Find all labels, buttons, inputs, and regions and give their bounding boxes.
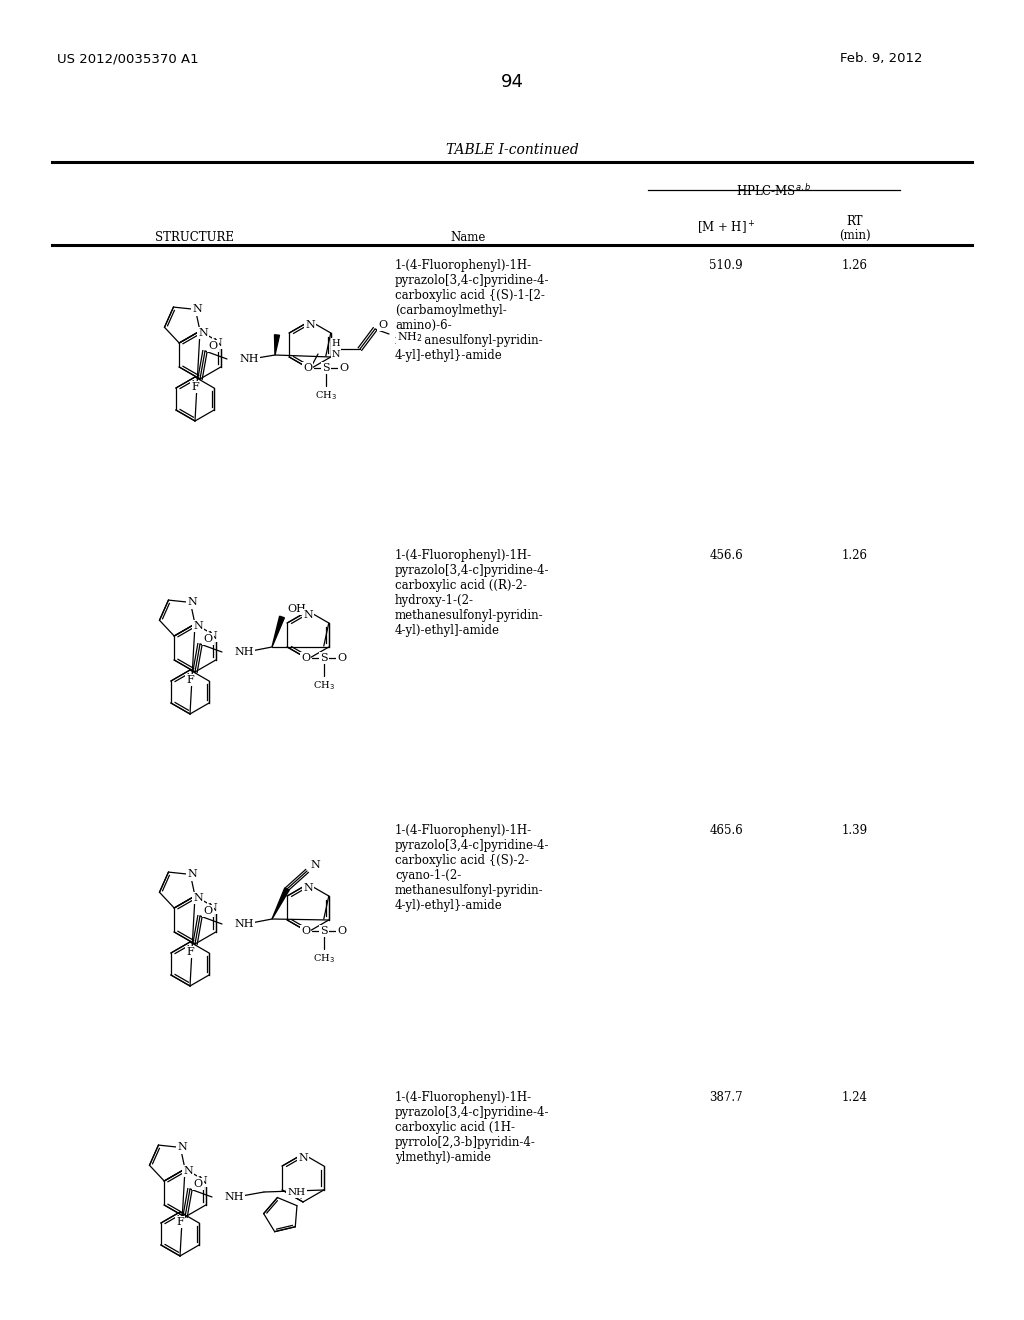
Text: 456.6: 456.6	[710, 549, 742, 562]
Text: OH: OH	[287, 605, 306, 614]
Polygon shape	[272, 888, 289, 919]
Text: S: S	[319, 927, 328, 936]
Text: N: N	[298, 1152, 308, 1163]
Text: O: O	[339, 363, 348, 374]
Text: N: N	[198, 1176, 208, 1185]
Text: N: N	[194, 620, 203, 631]
Text: 1-(4-Fluorophenyl)-1H-
pyrazolo[3,4-c]pyridine-4-
carboxylic acid {(S)-2-
cyano-: 1-(4-Fluorophenyl)-1H- pyrazolo[3,4-c]py…	[395, 824, 550, 912]
Text: N: N	[213, 338, 222, 348]
Text: O: O	[337, 927, 346, 936]
Text: 510.9: 510.9	[710, 259, 742, 272]
Text: O: O	[379, 319, 387, 330]
Text: Name: Name	[451, 231, 485, 244]
Text: F: F	[191, 381, 199, 392]
Text: O: O	[337, 653, 346, 663]
Text: 465.6: 465.6	[710, 824, 742, 837]
Text: F: F	[186, 675, 194, 685]
Text: H
N: H N	[332, 339, 340, 359]
Text: STRUCTURE: STRUCTURE	[156, 231, 234, 244]
Text: 1.39: 1.39	[842, 824, 868, 837]
Polygon shape	[272, 616, 285, 647]
Text: NH: NH	[234, 919, 254, 929]
Text: O: O	[204, 634, 213, 644]
Text: N: N	[208, 631, 218, 642]
Text: F: F	[176, 1217, 184, 1228]
Text: S: S	[322, 363, 330, 374]
Text: 1.26: 1.26	[842, 549, 868, 562]
Polygon shape	[274, 335, 280, 355]
Text: CH$_3$: CH$_3$	[313, 680, 335, 693]
Text: F: F	[186, 946, 194, 957]
Text: NH: NH	[234, 647, 254, 657]
Text: N: N	[193, 305, 203, 314]
Text: O: O	[301, 927, 310, 936]
Text: O: O	[209, 341, 217, 351]
Text: N: N	[177, 1142, 187, 1152]
Text: N: N	[183, 1166, 193, 1176]
Text: N: N	[187, 598, 198, 607]
Text: O: O	[194, 1179, 203, 1189]
Text: NH: NH	[224, 1192, 244, 1203]
Text: O: O	[301, 653, 310, 663]
Text: N: N	[208, 903, 218, 913]
Text: 1.26: 1.26	[842, 259, 868, 272]
Text: CH$_3$: CH$_3$	[314, 389, 337, 403]
Text: [M + H]$^+$: [M + H]$^+$	[696, 220, 756, 238]
Text: N: N	[198, 327, 208, 338]
Text: N: N	[187, 870, 198, 879]
Text: N: N	[303, 610, 313, 620]
Text: N: N	[303, 883, 313, 894]
Text: CH$_3$: CH$_3$	[313, 953, 335, 965]
Text: O: O	[204, 906, 213, 916]
Text: 387.7: 387.7	[710, 1092, 742, 1104]
Text: N: N	[194, 894, 203, 903]
Text: 1-(4-Fluorophenyl)-1H-
pyrazolo[3,4-c]pyridine-4-
carboxylic acid (1H-
pyrrolo[2: 1-(4-Fluorophenyl)-1H- pyrazolo[3,4-c]py…	[395, 1092, 550, 1164]
Text: S: S	[319, 653, 328, 663]
Text: NH$_2$: NH$_2$	[397, 330, 423, 345]
Text: NH: NH	[288, 1188, 305, 1197]
Text: US 2012/0035370 A1: US 2012/0035370 A1	[57, 51, 199, 65]
Text: O: O	[303, 363, 312, 374]
Text: (min): (min)	[840, 228, 870, 242]
Text: RT: RT	[847, 215, 863, 228]
Text: NH: NH	[239, 354, 258, 364]
Text: 1-(4-Fluorophenyl)-1H-
pyrazolo[3,4-c]pyridine-4-
carboxylic acid {(S)-1-[2-
(ca: 1-(4-Fluorophenyl)-1H- pyrazolo[3,4-c]py…	[395, 259, 550, 362]
Text: 1-(4-Fluorophenyl)-1H-
pyrazolo[3,4-c]pyridine-4-
carboxylic acid ((R)-2-
hydrox: 1-(4-Fluorophenyl)-1H- pyrazolo[3,4-c]py…	[395, 549, 550, 638]
Text: N: N	[310, 861, 319, 870]
Text: HPLC-MS$^{a,b}$: HPLC-MS$^{a,b}$	[736, 183, 812, 199]
Text: N: N	[305, 319, 314, 330]
Text: Feb. 9, 2012: Feb. 9, 2012	[840, 51, 923, 65]
Text: 94: 94	[501, 73, 523, 91]
Text: 1.24: 1.24	[842, 1092, 868, 1104]
Text: TABLE I-continued: TABLE I-continued	[445, 143, 579, 157]
